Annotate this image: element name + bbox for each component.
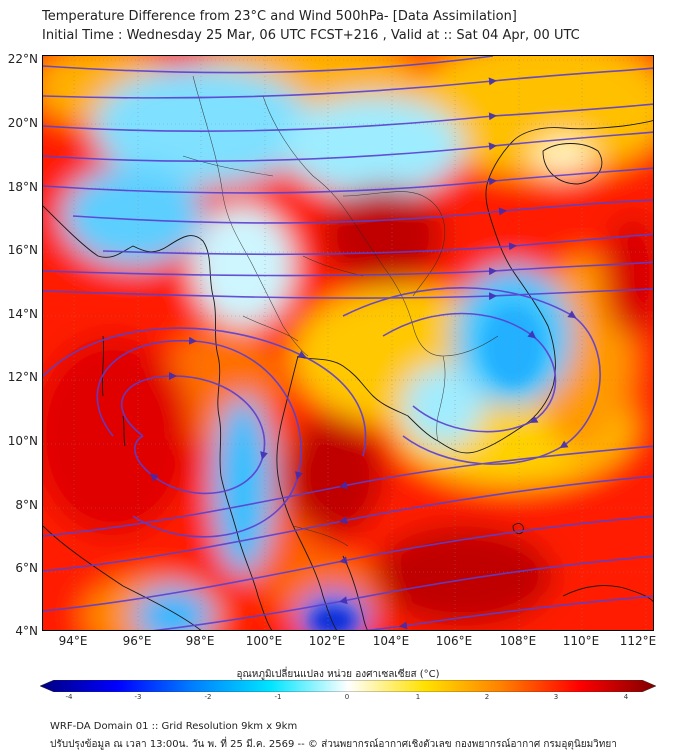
lat-label-16n: 16°N bbox=[7, 243, 38, 257]
lat-label-10n: 10°N bbox=[7, 434, 38, 448]
lon-label-100e: 100°E bbox=[245, 634, 283, 648]
footer-update-credit: ปรับปรุงข้อมูล ณ เวลา 13:00น. วัน พ. ที่… bbox=[50, 739, 617, 750]
colorbar-tick: 3 bbox=[553, 693, 559, 701]
graticule bbox=[43, 56, 653, 630]
colorbar-tick: -3 bbox=[134, 693, 142, 701]
lon-label-104e: 104°E bbox=[372, 634, 410, 648]
country-borders bbox=[182, 75, 499, 547]
lat-label-18n: 18°N bbox=[7, 180, 38, 194]
lat-label-4n: 4°N bbox=[15, 624, 38, 638]
temperature-field bbox=[43, 56, 653, 630]
colorbar-tick: -1 bbox=[274, 693, 282, 701]
colorbar-tick: 1 bbox=[415, 693, 421, 701]
lon-label-94e: 94°E bbox=[58, 634, 88, 648]
coastlines bbox=[43, 120, 653, 630]
lon-label-98e: 98°E bbox=[185, 634, 215, 648]
lat-label-8n: 8°N bbox=[15, 498, 38, 512]
lat-label-22n: 22°N bbox=[7, 52, 38, 66]
colorbar-tick: 0 bbox=[344, 693, 350, 701]
lat-label-12n: 12°N bbox=[7, 370, 38, 384]
lon-label-108e: 108°E bbox=[499, 634, 537, 648]
lon-label-112e: 112°E bbox=[619, 634, 657, 648]
colorbar bbox=[40, 680, 656, 692]
colorbar-tick: 4 bbox=[623, 693, 629, 701]
lon-label-96e: 96°E bbox=[122, 634, 152, 648]
colorbar-title: อุณหภูมิเปลี่ยนแปลง หน่วย องศาเซลเซียส (… bbox=[236, 669, 440, 680]
wind-streamlines bbox=[43, 56, 653, 630]
chart-subtitle: Initial Time : Wednesday 25 Mar, 06 UTC … bbox=[42, 28, 580, 43]
map-panel bbox=[42, 55, 654, 631]
footer-model-info: WRF-DA Domain 01 :: Grid Resolution 9km … bbox=[50, 721, 298, 732]
temperature-map bbox=[43, 56, 653, 630]
colorbar-tick: -2 bbox=[204, 693, 212, 701]
colorbar-tick: 2 bbox=[484, 693, 490, 701]
lon-label-106e: 106°E bbox=[435, 634, 473, 648]
lat-label-20n: 20°N bbox=[7, 116, 38, 130]
colorbar-tick: -4 bbox=[65, 693, 73, 701]
lat-label-6n: 6°N bbox=[15, 561, 38, 575]
lon-label-102e: 102°E bbox=[308, 634, 346, 648]
chart-title: Temperature Difference from 23°C and Win… bbox=[42, 9, 517, 24]
lon-label-110e: 110°E bbox=[562, 634, 600, 648]
lat-label-14n: 14°N bbox=[7, 307, 38, 321]
